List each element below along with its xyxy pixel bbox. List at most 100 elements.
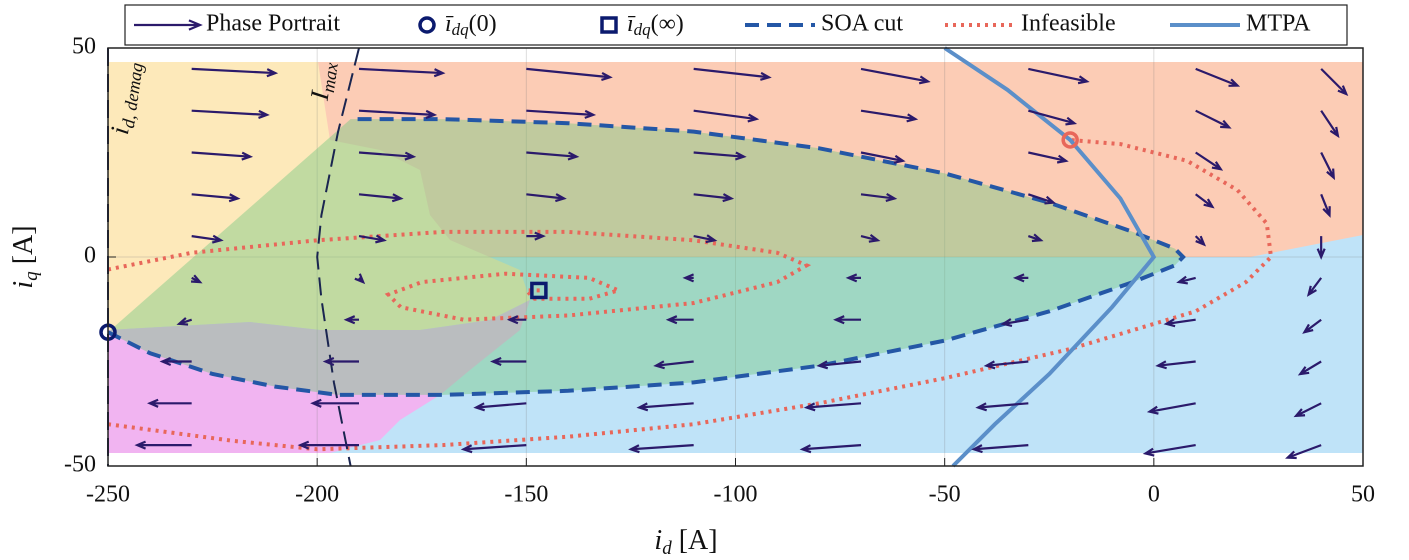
legend-label-part: dq <box>452 20 470 39</box>
arrow <box>191 151 254 161</box>
legend-label: īdq(0) <box>445 11 497 39</box>
arrow <box>1320 110 1340 139</box>
arrow <box>1320 152 1335 181</box>
arrow <box>473 402 527 412</box>
arrow <box>1297 360 1322 376</box>
regions <box>108 62 1363 453</box>
x-tick-label: -50 <box>929 482 961 508</box>
arrow <box>358 234 387 244</box>
y-tick-label: -50 <box>64 452 96 478</box>
arrow <box>693 67 772 81</box>
arrow <box>190 274 203 284</box>
x-tick-label: 0 <box>1148 482 1160 508</box>
arrow <box>693 234 718 244</box>
legend: Phase Portrait īdq(0) īdq(∞) SOA cut Infeasi… <box>124 4 1348 46</box>
arrow <box>653 360 694 370</box>
arrow <box>693 193 735 203</box>
y-label-part: i <box>8 281 39 289</box>
legend-label-part: (0) <box>469 11 497 37</box>
marker <box>1061 131 1079 149</box>
arrow <box>816 360 862 370</box>
arrow <box>1316 236 1326 260</box>
arrow <box>860 233 881 243</box>
arrow <box>147 398 192 408</box>
marker <box>418 16 436 34</box>
arrow <box>1028 151 1069 164</box>
legend-label: SOA cut <box>821 11 903 37</box>
arrow <box>1142 444 1196 457</box>
arrow <box>1195 193 1215 209</box>
arrow <box>526 193 567 203</box>
arrow <box>176 317 193 326</box>
arrow <box>693 109 760 123</box>
arrow <box>159 356 192 367</box>
annotation-part: i <box>105 125 135 136</box>
arrow <box>628 444 694 454</box>
arrow <box>1163 318 1196 328</box>
arrow <box>1320 193 1331 218</box>
legend-label: Phase Portrait <box>206 11 340 37</box>
x-axis-label: id [A] <box>654 525 717 559</box>
line <box>943 46 1157 468</box>
x-tick-label: 50 <box>1351 482 1375 508</box>
arrow <box>971 444 1029 454</box>
arrow <box>1027 233 1044 243</box>
annotation-part: max <box>318 61 342 93</box>
x-tick-label: -200 <box>295 482 339 508</box>
y-label-part: [A] <box>8 225 39 271</box>
x-tick-label: -250 <box>86 482 130 508</box>
arrow <box>191 67 279 78</box>
arrow <box>1028 109 1078 126</box>
line <box>107 138 1274 452</box>
arrow <box>358 151 417 161</box>
arrow <box>358 109 438 119</box>
region-fill <box>108 119 1184 395</box>
arrow <box>1195 67 1241 87</box>
arrow <box>526 109 597 119</box>
arrow <box>1155 360 1196 370</box>
x-tick-label: -150 <box>504 482 548 508</box>
arrow <box>1012 273 1029 283</box>
line <box>316 47 360 467</box>
arrow <box>358 193 404 203</box>
arrow <box>799 444 862 454</box>
arrow <box>310 398 359 408</box>
legend-label: īdq(∞) <box>627 11 684 39</box>
region-bottom <box>1250 235 1363 257</box>
y-axis-label: iq [A] <box>8 225 42 288</box>
arrow <box>526 151 580 161</box>
arrow <box>860 193 898 202</box>
legend-label-part: (∞) <box>651 11 684 37</box>
arrow <box>343 315 359 325</box>
legend-box <box>124 4 1348 46</box>
arrow <box>490 356 527 367</box>
arrow <box>358 67 446 78</box>
arrow <box>506 315 527 325</box>
arrow <box>297 440 359 450</box>
arrow <box>134 440 192 450</box>
marker <box>530 281 548 300</box>
arrow <box>1195 151 1224 171</box>
arrow <box>322 356 359 367</box>
legend-label-part: dq <box>634 20 652 39</box>
arrow <box>1293 402 1322 418</box>
y-tick-label: 50 <box>72 34 96 60</box>
arrow <box>460 444 527 454</box>
arrow <box>526 231 546 241</box>
arrow <box>860 151 906 164</box>
legend-label: MTPA <box>1246 11 1311 37</box>
arrow <box>191 234 224 244</box>
arrow <box>1028 67 1090 85</box>
arrow <box>983 360 1029 370</box>
region-left-top <box>108 62 530 330</box>
marker <box>600 16 618 34</box>
arrow <box>636 402 694 412</box>
x-label-part: i <box>654 525 662 556</box>
arrow <box>682 273 695 283</box>
arrow <box>1195 109 1232 129</box>
legend-label-part: ī <box>627 11 636 37</box>
arrow <box>191 109 270 119</box>
arrow <box>1302 318 1322 334</box>
arrow <box>1176 275 1196 285</box>
